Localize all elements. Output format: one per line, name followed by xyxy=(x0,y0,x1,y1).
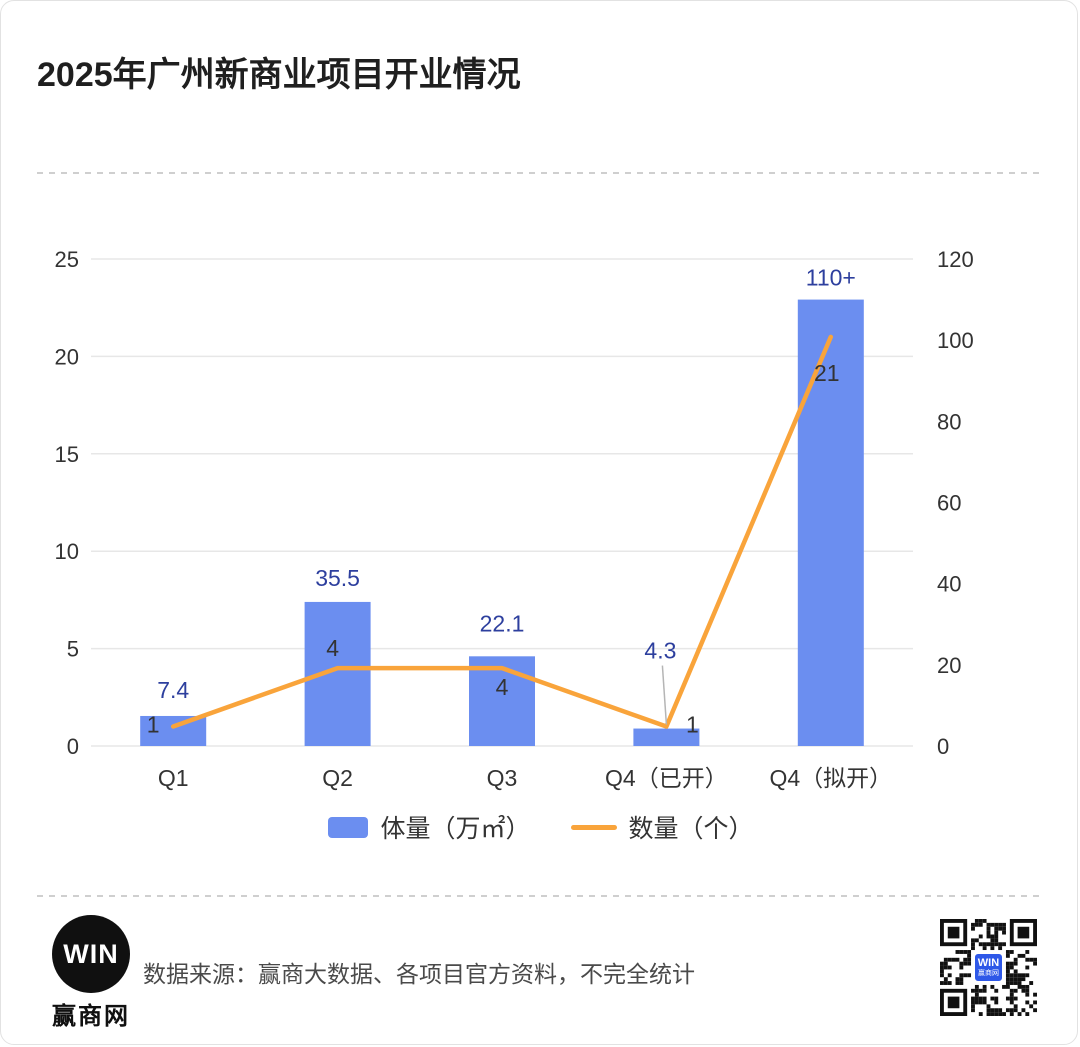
svg-text:20: 20 xyxy=(55,344,79,369)
svg-text:Q1: Q1 xyxy=(158,765,189,791)
svg-text:15: 15 xyxy=(55,442,79,467)
legend-volume-label: 体量（万㎡） xyxy=(380,815,531,843)
svg-text:Q2: Q2 xyxy=(322,765,353,791)
svg-text:1: 1 xyxy=(147,712,160,738)
svg-text:5: 5 xyxy=(67,637,79,662)
svg-text:Q4（已开）: Q4（已开） xyxy=(605,765,728,791)
svg-text:4: 4 xyxy=(496,674,509,700)
svg-text:120: 120 xyxy=(937,247,974,272)
svg-text:100: 100 xyxy=(937,328,974,353)
svg-text:Q4（拟开）: Q4（拟开） xyxy=(769,765,892,791)
svg-text:21: 21 xyxy=(814,360,840,386)
svg-text:1: 1 xyxy=(686,712,699,738)
brand-name: 赢商网 xyxy=(52,1003,130,1030)
winshang-logo-icon: WIN xyxy=(52,915,130,993)
top-divider xyxy=(37,172,1041,174)
svg-text:25: 25 xyxy=(55,247,79,272)
qr-logo-sub: 赢商网 xyxy=(978,970,999,977)
chart-svg: 0 5 10 15 20 25 0 20 40 60 80 100 120 Q1 Q2 Q3 Q4（已开） Q4（… xyxy=(55,247,974,791)
svg-text:Q3: Q3 xyxy=(487,765,518,791)
page-title: 2025年广州新商业项目开业情况 xyxy=(37,56,521,94)
svg-text:10: 10 xyxy=(55,539,79,564)
legend-item-volume: 体量（万㎡） xyxy=(328,809,531,845)
qr-code: WIN 赢商网 xyxy=(940,919,1037,1016)
svg-text:20: 20 xyxy=(937,653,961,678)
svg-text:110+: 110+ xyxy=(806,265,856,291)
legend-count-label: 数量（个） xyxy=(628,815,754,843)
count-swatch-icon xyxy=(570,824,617,830)
logo-main-text: WIN xyxy=(63,938,119,969)
svg-text:0: 0 xyxy=(67,734,79,759)
volume-swatch-icon xyxy=(328,816,369,838)
svg-text:40: 40 xyxy=(937,572,961,597)
bottom-divider xyxy=(37,895,1041,897)
brand-logo: WIN 赢商网 xyxy=(41,915,141,1031)
svg-text:0: 0 xyxy=(937,734,949,759)
svg-text:4: 4 xyxy=(326,635,339,661)
qr-logo-icon: WIN 赢商网 xyxy=(973,952,1004,983)
qr-logo-main: WIN xyxy=(977,957,1000,969)
chart-legend: 体量（万㎡） 数量（个） xyxy=(1,809,1077,845)
svg-text:35.5: 35.5 xyxy=(315,565,360,591)
svg-text:22.1: 22.1 xyxy=(480,610,525,636)
svg-text:4.3: 4.3 xyxy=(644,638,676,664)
svg-text:80: 80 xyxy=(937,409,961,434)
legend-item-count: 数量（个） xyxy=(570,809,754,845)
data-source-text: 数据来源：赢商大数据、各项目官方资料，不完全统计 xyxy=(143,961,695,987)
svg-text:7.4: 7.4 xyxy=(157,677,189,703)
svg-text:60: 60 xyxy=(937,491,961,516)
